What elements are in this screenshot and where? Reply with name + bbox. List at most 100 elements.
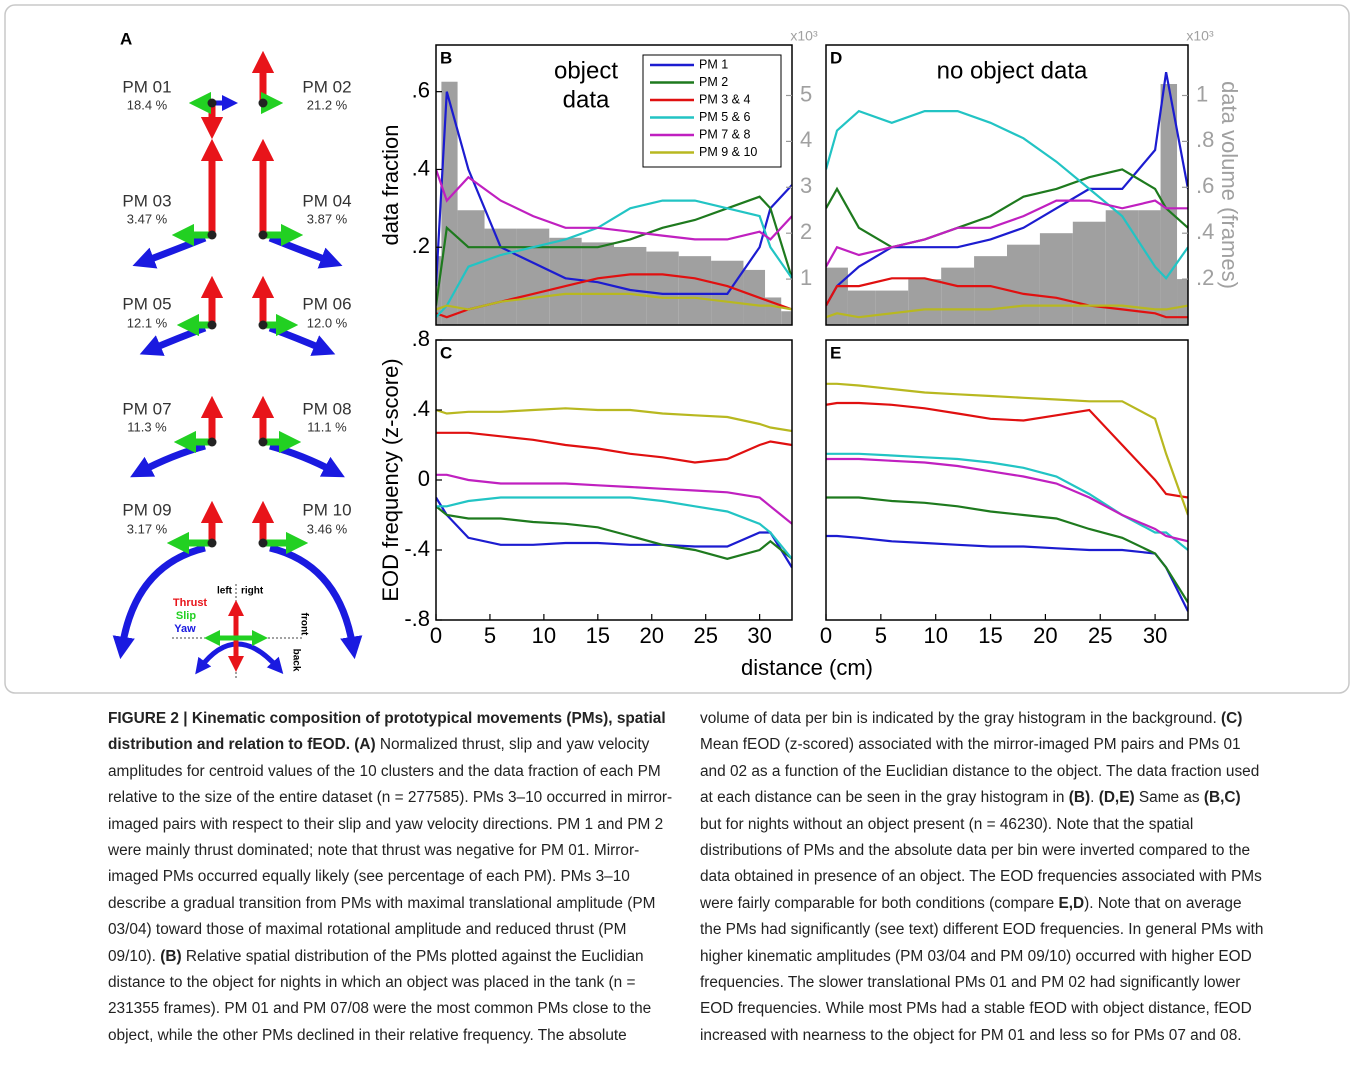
- series-line: [436, 473, 792, 525]
- histogram-bar: [516, 228, 550, 325]
- caption-bold: FIGURE 2 | Kinematic composition of prot…: [108, 710, 666, 754]
- y2-tick-label: 2: [800, 219, 812, 244]
- series-line: [826, 277, 1188, 319]
- legend-back: back: [290, 649, 301, 672]
- pivot: [207, 437, 217, 447]
- plot-area: [826, 382, 1188, 612]
- pivot: [258, 98, 268, 108]
- pm-name: PM 06: [302, 294, 351, 313]
- series-line: [826, 199, 1188, 268]
- series-line: [826, 457, 1188, 543]
- series-line: [826, 496, 1188, 604]
- y-tick-label: 0: [418, 466, 430, 491]
- y-tick-label: -.4: [404, 536, 430, 561]
- pm-name: PM 08: [302, 399, 351, 418]
- pm-name: PM 07: [122, 399, 171, 418]
- y-tick-label: .8: [412, 326, 430, 351]
- pm-name: PM 09: [122, 500, 171, 519]
- legend-label: PM 3 & 4: [699, 92, 750, 106]
- caption-text: Mean fEOD (z-scored) associated with the…: [700, 736, 1260, 807]
- caption-text: but for nights without an object present…: [700, 815, 1262, 912]
- plot-area: [826, 71, 1188, 325]
- legend-box: [642, 54, 782, 168]
- series-line: [436, 195, 792, 306]
- panel-label: A: [120, 29, 132, 48]
- histogram-bar: [875, 290, 909, 325]
- series-line: [436, 169, 792, 241]
- pivot: [207, 538, 217, 548]
- y2-tick-label: 3: [800, 173, 812, 198]
- series-line: [436, 496, 792, 560]
- pm-name: PM 05: [122, 294, 171, 313]
- histogram-bar: [581, 242, 614, 325]
- histogram-bar: [826, 267, 832, 325]
- annotation: object: [554, 57, 618, 84]
- legend-label: PM 1: [699, 57, 728, 71]
- pivot: [258, 320, 268, 330]
- y-axis-title: EOD frequency (z-score): [378, 358, 403, 601]
- x-tick-label: 20: [1033, 623, 1057, 648]
- histogram-bar: [1007, 244, 1040, 325]
- arrow: [112, 544, 206, 660]
- panel-label: C: [440, 343, 452, 362]
- histogram-bar: [743, 269, 766, 325]
- y-tick-label: .4: [412, 396, 430, 421]
- caption-text: Same as: [1134, 789, 1204, 807]
- caption-bold: (D,E): [1098, 789, 1135, 807]
- histogram-bar: [974, 256, 1007, 325]
- x-tick-label: 10: [532, 623, 556, 648]
- caption-bold: (B): [160, 947, 182, 965]
- legend-front: front: [298, 613, 309, 636]
- pivot: [258, 538, 268, 548]
- series-line: [826, 452, 1188, 551]
- pm-fraction: 11.1 %: [307, 419, 347, 434]
- plot-area: [436, 81, 792, 325]
- pm-fraction: 3.46 %: [307, 521, 348, 536]
- y2-tick-label: 1: [800, 265, 812, 290]
- arrow: [269, 544, 363, 660]
- x-tick-label: 25: [1088, 623, 1112, 648]
- histogram-bar: [678, 256, 712, 325]
- pm-fraction: 21.2 %: [307, 97, 348, 112]
- histogram-bar: [646, 251, 679, 325]
- histogram-bar: [1160, 84, 1178, 325]
- pm-fraction: 3.47 %: [127, 211, 168, 226]
- histogram-bar: [1072, 221, 1106, 325]
- y2-tick-label: .8: [1196, 127, 1214, 152]
- pivot: [207, 98, 217, 108]
- pm-fraction: 3.17 %: [127, 521, 168, 536]
- x-axis-title: distance (cm): [741, 655, 873, 680]
- axes-box: [825, 339, 1189, 621]
- series-line: [826, 168, 1188, 249]
- series-line: [436, 496, 792, 569]
- legend-label: PM 7 & 8: [699, 127, 750, 141]
- pm-name: PM 03: [122, 191, 171, 210]
- histogram-bar: [1138, 210, 1161, 325]
- histogram-bar: [908, 279, 942, 325]
- y2-tick-label: .2: [1196, 265, 1214, 290]
- histogram-bar: [614, 246, 647, 325]
- series-line: [826, 534, 1188, 612]
- axes-box: [435, 44, 793, 326]
- histogram-bar: [847, 290, 876, 325]
- caption-bold: (C): [1221, 710, 1243, 727]
- pivot: [258, 230, 268, 240]
- histogram-bar: [484, 228, 517, 325]
- x-tick-label: 0: [820, 623, 832, 648]
- pm-fraction: 11.3 %: [127, 419, 167, 434]
- panel-label: E: [830, 343, 841, 362]
- caption-text: Normalized thrust, slip and yaw velocity…: [108, 736, 673, 965]
- plot-area: [436, 407, 792, 569]
- legend-label: PM 5 & 6: [699, 110, 750, 124]
- caption-bold: E,D: [1058, 894, 1085, 912]
- pm-name: PM 01: [122, 77, 171, 96]
- annotation: no object data: [937, 57, 1088, 84]
- y2-tick-label: .4: [1196, 219, 1214, 244]
- y2-unit: x10³: [790, 28, 818, 44]
- histogram-bar: [1039, 233, 1073, 325]
- annotation: data: [563, 86, 610, 113]
- pm-fraction: 12.0 %: [307, 315, 348, 330]
- x-tick-label: 0: [430, 623, 442, 648]
- pm-name: PM 10: [302, 500, 351, 519]
